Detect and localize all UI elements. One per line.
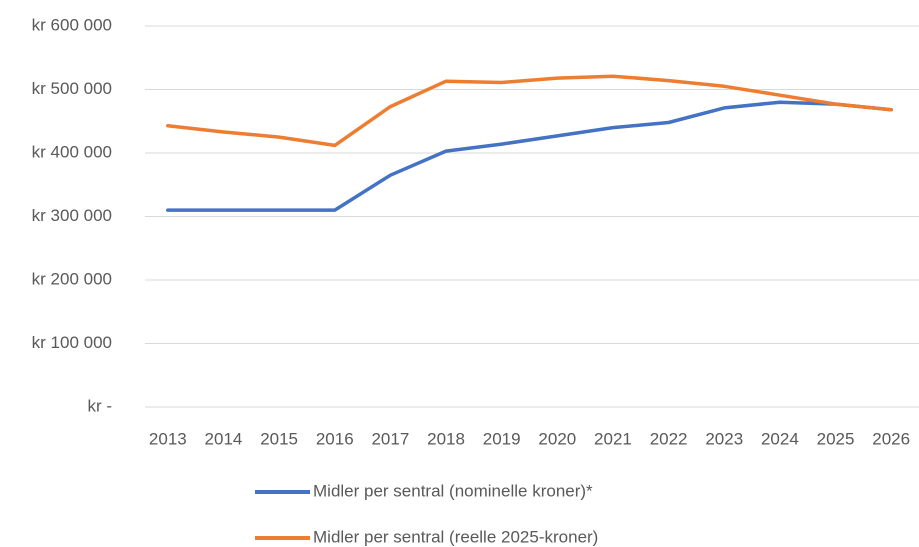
legend-label: Midler per sentral (nominelle kroner)*	[313, 481, 593, 500]
x-tick-label: 2014	[205, 429, 243, 448]
y-tick-label: kr 600 000	[32, 15, 112, 34]
x-tick-label: 2022	[650, 429, 688, 448]
x-tick-label: 2013	[149, 429, 187, 448]
x-tick-label: 2021	[594, 429, 632, 448]
series-line	[166, 74, 893, 148]
x-tick-label: 2018	[427, 429, 465, 448]
x-tick-label: 2026	[872, 429, 910, 448]
x-tick-label: 2017	[371, 429, 409, 448]
y-tick-label: kr 500 000	[32, 79, 112, 98]
y-tick-label: kr 100 000	[32, 333, 112, 352]
series-line	[166, 100, 893, 212]
x-tick-label: 2024	[761, 429, 799, 448]
x-tick-label: 2016	[316, 429, 354, 448]
legend-label: Midler per sentral (reelle 2025-kroner)	[313, 527, 598, 546]
y-tick-label: kr 300 000	[32, 206, 112, 225]
y-tick-label: kr 400 000	[32, 142, 112, 161]
x-tick-label: 2015	[260, 429, 298, 448]
x-tick-label: 2019	[483, 429, 521, 448]
y-tick-label: kr 200 000	[32, 269, 112, 288]
x-tick-label: 2025	[817, 429, 855, 448]
x-tick-label: 2020	[538, 429, 576, 448]
x-tick-label: 2023	[705, 429, 743, 448]
y-tick-label: kr -	[87, 396, 112, 415]
